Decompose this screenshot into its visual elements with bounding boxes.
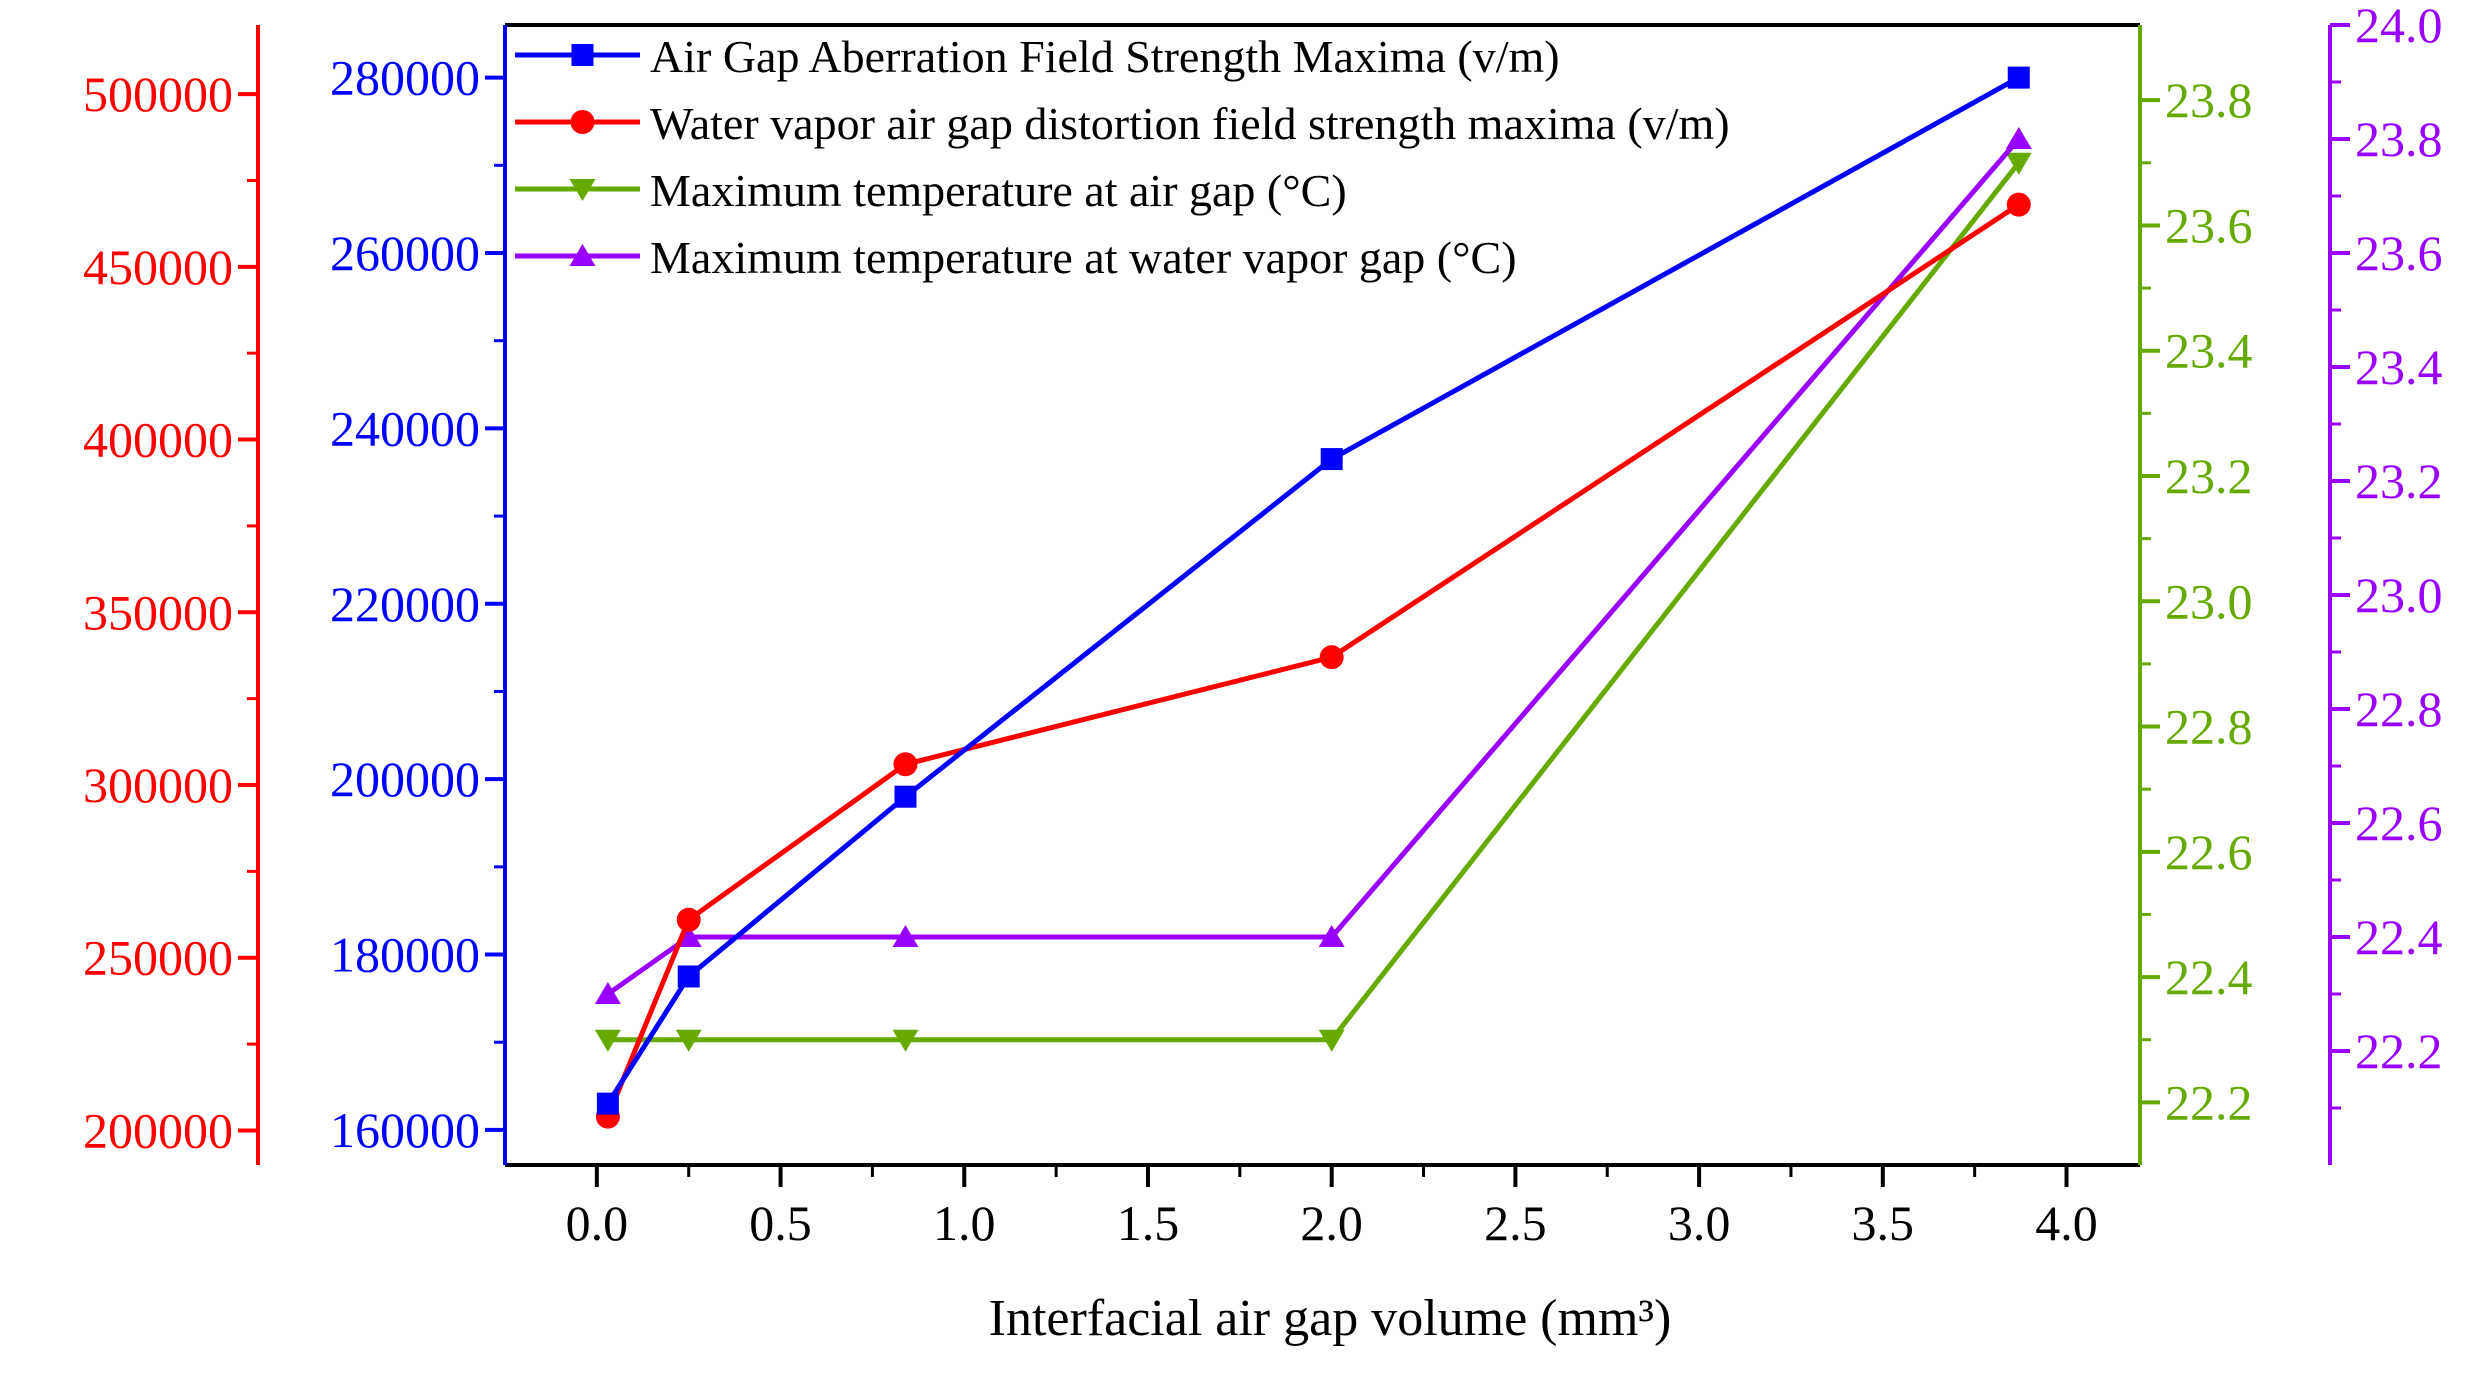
purple-axis-tick-label: 22.8 (2355, 681, 2443, 737)
red-axis-tick-label: 400000 (83, 412, 233, 468)
blue-axis-tick-label: 160000 (330, 1102, 480, 1158)
x-axis-title: Interfacial air gap volume (mm³) (989, 1290, 1672, 1347)
purple-axis-tick-label: 23.0 (2355, 567, 2443, 623)
air-gap-field-point (1320, 448, 1343, 471)
x-tick-label: 2.0 (1300, 1195, 1363, 1251)
green-axis-tick-label: 23.6 (2165, 197, 2253, 253)
x-tick-label: 0.5 (749, 1195, 812, 1251)
air-gap-field-point (596, 1092, 619, 1115)
air-gap-temp-point (594, 1029, 621, 1052)
red-axis-tick-label: 350000 (83, 584, 233, 640)
green-axis-tick-label: 22.2 (2165, 1074, 2253, 1130)
legend-label: Air Gap Aberration Field Strength Maxima… (650, 31, 1560, 82)
blue-axis-tick-label: 180000 (330, 927, 480, 983)
purple-axis-tick-label: 23.2 (2355, 453, 2443, 509)
green-axis-tick-label: 23.4 (2165, 323, 2253, 379)
purple-axis-tick-label: 23.4 (2355, 339, 2443, 395)
air-gap-temp-point (675, 1029, 702, 1052)
red-axis-tick-label: 300000 (83, 757, 233, 813)
purple-axis-tick-label: 22.2 (2355, 1023, 2443, 1079)
x-tick-label: 1.0 (933, 1195, 996, 1251)
red-axis-tick-label: 200000 (83, 1102, 233, 1158)
green-axis-tick-label: 23.8 (2165, 72, 2253, 128)
air-gap-temp-point (1318, 1029, 1345, 1052)
green-axis-tick-label: 22.4 (2165, 949, 2253, 1005)
water-vapor-field-point (1319, 645, 1344, 670)
purple-axis-tick-label: 23.6 (2355, 225, 2443, 281)
x-tick-label: 0.0 (566, 1195, 629, 1251)
legend-swatch-marker (570, 110, 595, 134)
water-vapor-temp-point (2005, 127, 2032, 149)
purple-axis-tick-label: 22.4 (2355, 909, 2443, 965)
red-axis-tick-label: 500000 (83, 66, 233, 122)
water-vapor-field-point (2006, 192, 2031, 217)
green-axis-tick-label: 23.0 (2165, 573, 2253, 629)
air-gap-temp-point (892, 1029, 919, 1052)
red-axis-tick-label: 450000 (83, 239, 233, 295)
blue-axis-tick-label: 220000 (330, 576, 480, 632)
water-vapor-temp-point (892, 925, 919, 947)
air-gap-field-point (2007, 66, 2030, 89)
air-gap-temp-point (2005, 152, 2032, 175)
red-axis-tick-label: 250000 (83, 930, 233, 986)
x-tick-label: 4.0 (2035, 1195, 2098, 1251)
air-gap-temp-series-line (607, 161, 2021, 1043)
x-tick-label: 3.0 (1668, 1195, 1731, 1251)
air-gap-field-point (894, 785, 917, 808)
x-tick-label: 1.5 (1117, 1195, 1180, 1251)
blue-axis-tick-label: 280000 (330, 50, 480, 106)
legend-label: Water vapor air gap distortion field str… (650, 98, 1730, 149)
legend-swatch-marker (571, 44, 594, 66)
legend-swatch-marker (569, 179, 596, 201)
blue-axis-tick-label: 260000 (330, 225, 480, 281)
blue-axis-tick-label: 240000 (330, 400, 480, 456)
legend-label: Maximum temperature at water vapor gap (… (650, 232, 1517, 283)
green-axis-tick-label: 22.8 (2165, 699, 2253, 755)
air-gap-field-point (677, 965, 700, 988)
blue-axis-tick-label: 200000 (330, 751, 480, 807)
x-tick-label: 3.5 (1852, 1195, 1915, 1251)
legend-label: Maximum temperature at air gap (°C) (650, 165, 1347, 216)
purple-axis-tick-label: 24.0 (2355, 0, 2443, 53)
green-axis-tick-label: 22.6 (2165, 824, 2253, 880)
green-axis-tick-label: 23.2 (2165, 448, 2253, 504)
water-vapor-field-point (676, 907, 701, 932)
purple-axis-tick-label: 22.6 (2355, 795, 2443, 851)
water-vapor-temp-point (1318, 925, 1345, 947)
purple-axis-tick-label: 23.8 (2355, 111, 2443, 167)
x-tick-label: 2.5 (1484, 1195, 1547, 1251)
water-vapor-field-series-line (605, 202, 2021, 1118)
water-vapor-temp-point (594, 982, 621, 1004)
legend-swatch-marker (569, 244, 596, 266)
water-vapor-field-point (893, 752, 918, 777)
